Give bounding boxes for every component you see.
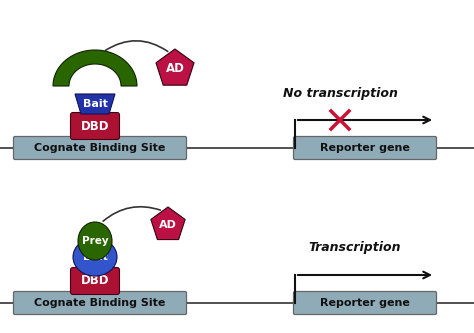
FancyBboxPatch shape <box>71 113 119 140</box>
Polygon shape <box>151 207 185 239</box>
Text: Transcription: Transcription <box>309 241 401 254</box>
Polygon shape <box>75 94 115 114</box>
Text: AD: AD <box>159 220 177 230</box>
FancyBboxPatch shape <box>13 291 186 314</box>
Text: Cognate Binding Site: Cognate Binding Site <box>34 143 166 153</box>
Text: Reporter gene: Reporter gene <box>320 143 410 153</box>
FancyArrowPatch shape <box>103 207 160 221</box>
Text: DBD: DBD <box>81 120 109 133</box>
FancyBboxPatch shape <box>293 137 437 160</box>
FancyBboxPatch shape <box>13 137 186 160</box>
Text: Reporter gene: Reporter gene <box>320 298 410 308</box>
Text: Prey: Prey <box>82 236 109 246</box>
Text: DBD: DBD <box>81 274 109 287</box>
Text: Bait: Bait <box>82 252 108 262</box>
FancyBboxPatch shape <box>293 291 437 314</box>
Text: Bait: Bait <box>82 99 108 109</box>
Polygon shape <box>53 50 137 86</box>
Text: AD: AD <box>165 63 184 76</box>
FancyBboxPatch shape <box>71 267 119 294</box>
Ellipse shape <box>78 222 112 260</box>
Polygon shape <box>156 49 194 85</box>
Text: Cognate Binding Site: Cognate Binding Site <box>34 298 166 308</box>
Text: No transcription: No transcription <box>283 87 397 100</box>
Text: Prey: Prey <box>82 67 109 77</box>
FancyArrowPatch shape <box>105 41 168 51</box>
Ellipse shape <box>73 238 117 276</box>
